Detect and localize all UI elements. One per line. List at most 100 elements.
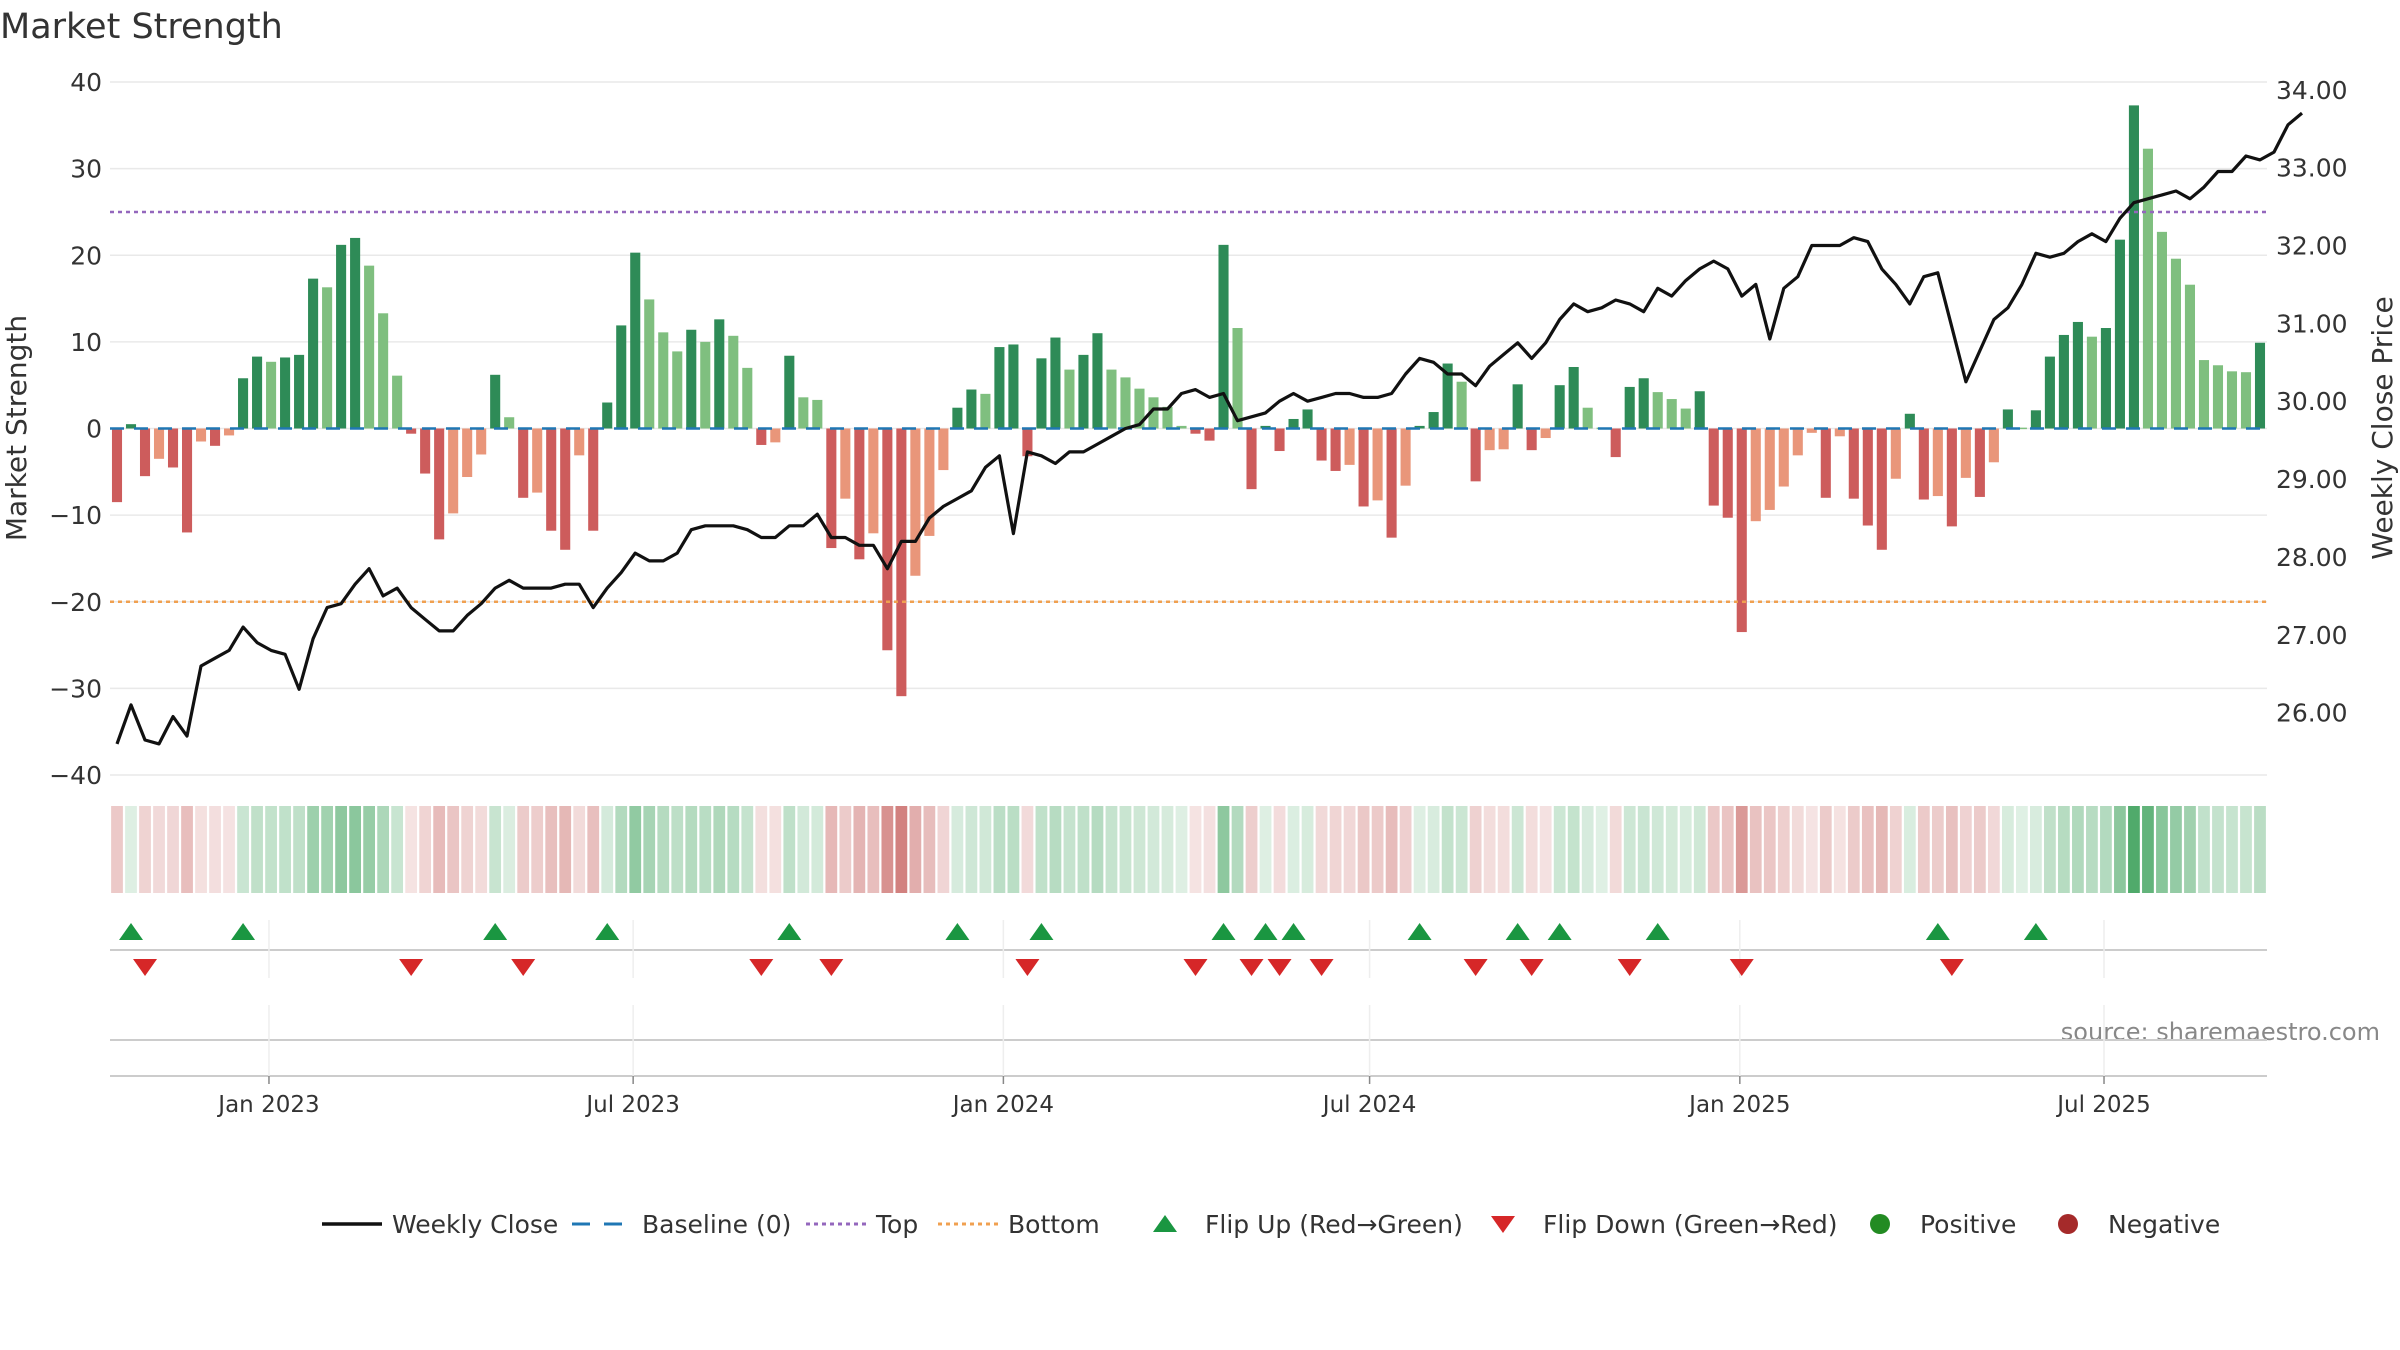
strength-bar-119: [1778, 428, 1789, 487]
strength-bar-145: [2142, 148, 2153, 429]
strength-bar-47: [770, 428, 781, 443]
strength-bar-84: [1288, 418, 1299, 429]
strip-cell-68: [1063, 806, 1076, 893]
legend-item-1-label: Baseline (0): [642, 1210, 791, 1239]
legend-item-6-swatch: [1870, 1214, 1890, 1234]
strip-cell-46: [755, 806, 768, 893]
strip-cell-127: [1889, 806, 1902, 893]
strip-cell-139: [2058, 806, 2070, 893]
flip-up-marker-14: [1925, 923, 1950, 940]
right-tick-label-2: 32.00: [2276, 232, 2348, 261]
strip-cell-72: [1119, 806, 1132, 893]
strength-bar-130: [1932, 428, 1943, 497]
strength-bar-152: [2240, 372, 2252, 429]
flip-down-marker-5: [1015, 959, 1040, 976]
strength-bar-71: [1106, 369, 1117, 429]
strip-cell-57: [909, 806, 922, 893]
strength-bar-75: [1162, 406, 1173, 429]
strip-cell-45: [741, 806, 754, 893]
strip-cell-87: [1329, 806, 1342, 893]
strip-cell-48: [783, 806, 796, 893]
strength-bar-20: [392, 375, 403, 429]
strip-cell-123: [1833, 806, 1846, 893]
flip-markers: [119, 923, 2048, 976]
strip-cell-40: [671, 806, 684, 893]
strength-bar-39: [658, 332, 669, 429]
left-tick-label-6: −20: [49, 588, 102, 617]
strip-cell-17: [349, 806, 361, 893]
legend-item-3-label: Bottom: [1008, 1210, 1100, 1239]
flip-up-marker-11: [1505, 923, 1530, 940]
strength-bar-7: [210, 428, 221, 446]
strength-bar-54: [868, 428, 879, 534]
strength-bar-29: [518, 428, 529, 498]
date-tick-label-2: Jan 2024: [951, 1092, 1054, 1118]
strength-bar-125: [1862, 428, 1873, 526]
strip-cell-100: [1511, 806, 1524, 893]
flip-up-marker-3: [595, 923, 620, 940]
grid-layer: [110, 81, 2267, 1084]
right-tick-label-3: 31.00: [2276, 309, 2348, 338]
strip-cell-109: [1637, 806, 1650, 893]
strength-bar-57: [910, 428, 921, 576]
strength-bar-126: [1876, 428, 1887, 550]
strip-cell-58: [923, 806, 936, 893]
strength-bar-147: [2170, 258, 2182, 429]
strength-bar-117: [1750, 428, 1761, 522]
strength-bar-38: [644, 299, 655, 429]
strip-cell-29: [517, 806, 530, 893]
strength-bar-102: [1540, 428, 1551, 439]
strip-cell-33: [573, 806, 586, 893]
right-tick-label-1: 33.00: [2276, 154, 2348, 183]
strip-cell-142: [2100, 806, 2112, 893]
strip-cell-16: [335, 806, 347, 893]
strength-bar-133: [1974, 428, 1985, 497]
strip-cell-119: [1777, 806, 1790, 893]
strip-cell-31: [545, 806, 558, 893]
strip-cell-37: [629, 806, 642, 893]
strength-bar-12: [280, 357, 291, 429]
strength-bar-68: [1064, 369, 1075, 429]
strength-bar-32: [560, 428, 571, 550]
strength-bar-49: [798, 397, 809, 429]
strip-cell-60: [951, 806, 964, 893]
strip-cell-70: [1091, 806, 1104, 893]
strength-bar-41: [686, 329, 697, 429]
strength-bar-91: [1386, 428, 1397, 538]
strip-cell-69: [1077, 806, 1090, 893]
strength-bar-11: [266, 361, 277, 429]
strength-bar-56: [896, 428, 907, 697]
strip-cell-77: [1189, 806, 1202, 893]
strip-cell-83: [1273, 806, 1286, 893]
strip-cell-121: [1805, 806, 1818, 893]
strength-bar-105: [1582, 407, 1593, 429]
strength-bar-89: [1358, 428, 1369, 507]
strength-bar-118: [1764, 428, 1775, 510]
legend-item-4-label: Flip Up (Red→Green): [1205, 1210, 1463, 1239]
strip-cell-129: [1917, 806, 1930, 893]
strip-cell-81: [1245, 806, 1258, 893]
source-label: source: sharemaestro.com: [2061, 1018, 2380, 1046]
strength-bar-27: [490, 374, 501, 429]
strip-cell-44: [727, 806, 740, 893]
date-tick-label-1: Jul 2023: [584, 1092, 680, 1118]
strength-bar-140: [2072, 321, 2083, 429]
legend-item-4-swatch: [1153, 1215, 1177, 1232]
strip-cell-110: [1651, 806, 1664, 893]
strip-cell-85: [1301, 806, 1314, 893]
strip-cell-19: [377, 806, 390, 893]
strength-bar-25: [462, 428, 473, 478]
strip-cell-108: [1623, 806, 1636, 893]
strip-cell-152: [2240, 806, 2252, 893]
strip-cell-41: [685, 806, 698, 893]
strength-bar-14: [308, 278, 319, 429]
strip-cell-97: [1469, 806, 1482, 893]
strip-cell-11: [265, 806, 277, 893]
strength-bar-92: [1400, 428, 1411, 486]
strip-cell-106: [1595, 806, 1608, 893]
flip-up-marker-7: [1211, 923, 1236, 940]
strength-bar-148: [2184, 284, 2196, 429]
strength-bar-76: [1176, 425, 1187, 429]
strip-cell-86: [1315, 806, 1328, 893]
flip-down-marker-6: [1183, 959, 1208, 976]
